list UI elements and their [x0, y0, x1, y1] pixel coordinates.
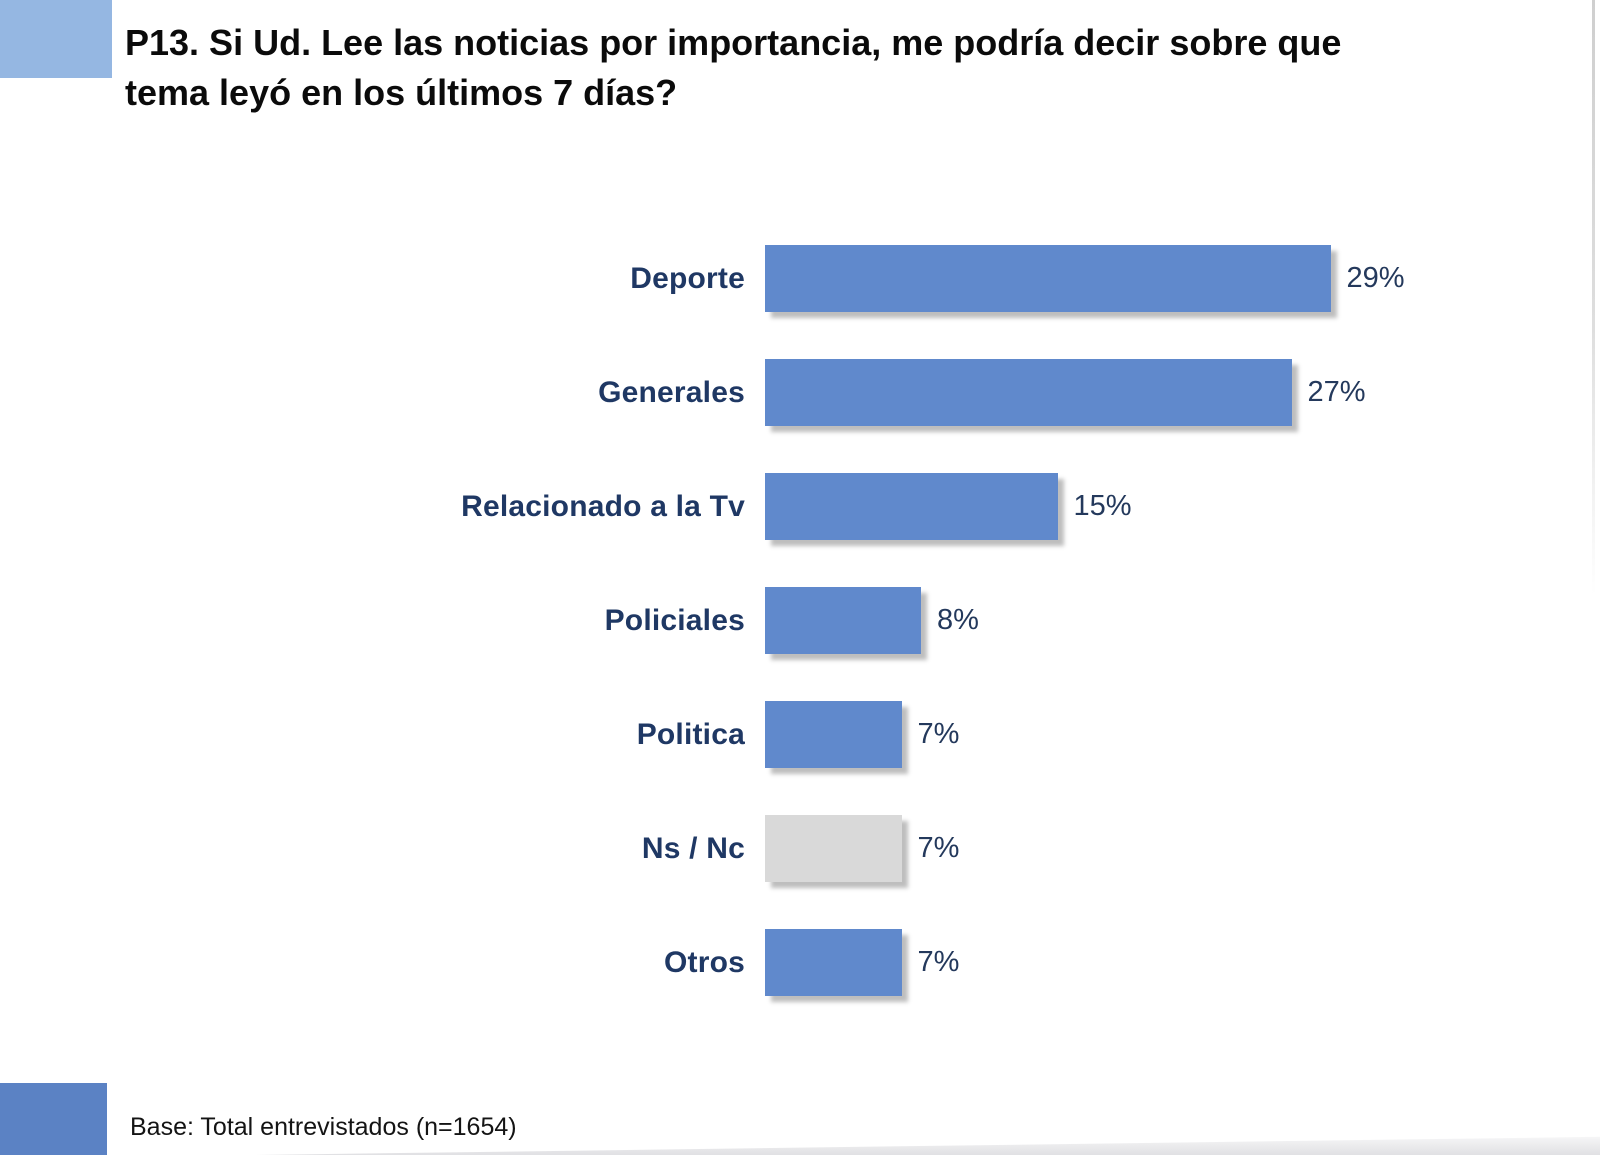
value-label: 29% — [1346, 262, 1405, 294]
value-label: 15% — [1073, 490, 1132, 522]
value-label: 7% — [917, 718, 960, 750]
bar-track: 7% — [765, 701, 959, 768]
bar-track: 7% — [765, 929, 959, 996]
chart-row: Policiales 8% — [0, 587, 1600, 654]
bar-deporte — [765, 245, 1331, 312]
bar-track: 27% — [765, 359, 1366, 426]
category-label: Otros — [663, 945, 745, 979]
slide-title-line2: tema leyó en los últimos 7 días? — [125, 72, 678, 113]
category-label: Generales — [598, 375, 745, 409]
value-label: 7% — [917, 946, 960, 978]
bottom-left-accent-rect — [0, 1083, 107, 1155]
chart-row: Ns / Nc 7% — [0, 815, 1600, 882]
category-label: Relacionado a la Tv — [461, 489, 745, 523]
base-note: Base: Total entrevistados (n=1654) — [130, 1113, 517, 1141]
company-logo-swoosh-icon — [1330, 0, 1460, 26]
bar-track: 15% — [765, 473, 1132, 540]
slide-title-line1: P13. Si Ud. Lee las noticias por importa… — [125, 22, 1342, 63]
value-label: 7% — [917, 832, 960, 864]
bar-ns-nc — [765, 815, 902, 882]
category-label: Ns / Nc — [641, 831, 745, 865]
chart-row: Deporte 29% — [0, 245, 1600, 312]
category-label: Politica — [636, 717, 745, 751]
bar-chart: Deporte 29% Generales 27% Relacionado a la T… — [0, 245, 1600, 1043]
bar-track: 29% — [765, 245, 1405, 312]
chart-row: Generales 27% — [0, 359, 1600, 426]
bar-relacionado-a-la-tv — [765, 473, 1058, 540]
category-label: Policiales — [604, 603, 745, 637]
value-label: 27% — [1307, 376, 1366, 408]
slide-title: P13. Si Ud. Lee las noticias por importa… — [125, 18, 1545, 118]
bar-generales — [765, 359, 1292, 426]
top-left-accent-rect — [0, 0, 112, 78]
bar-policiales — [765, 587, 921, 654]
value-label: 8% — [937, 604, 979, 636]
bar-politica — [765, 701, 902, 768]
chart-row: Politica 7% — [0, 701, 1600, 768]
bar-track: 7% — [765, 815, 959, 882]
chart-row: Otros 7% — [0, 929, 1600, 996]
bar-track: 8% — [765, 587, 979, 654]
category-label: Deporte — [630, 261, 745, 295]
page-edge-line — [1592, 0, 1595, 595]
bar-otros — [765, 929, 902, 996]
chart-row: Relacionado a la Tv 15% — [0, 473, 1600, 540]
